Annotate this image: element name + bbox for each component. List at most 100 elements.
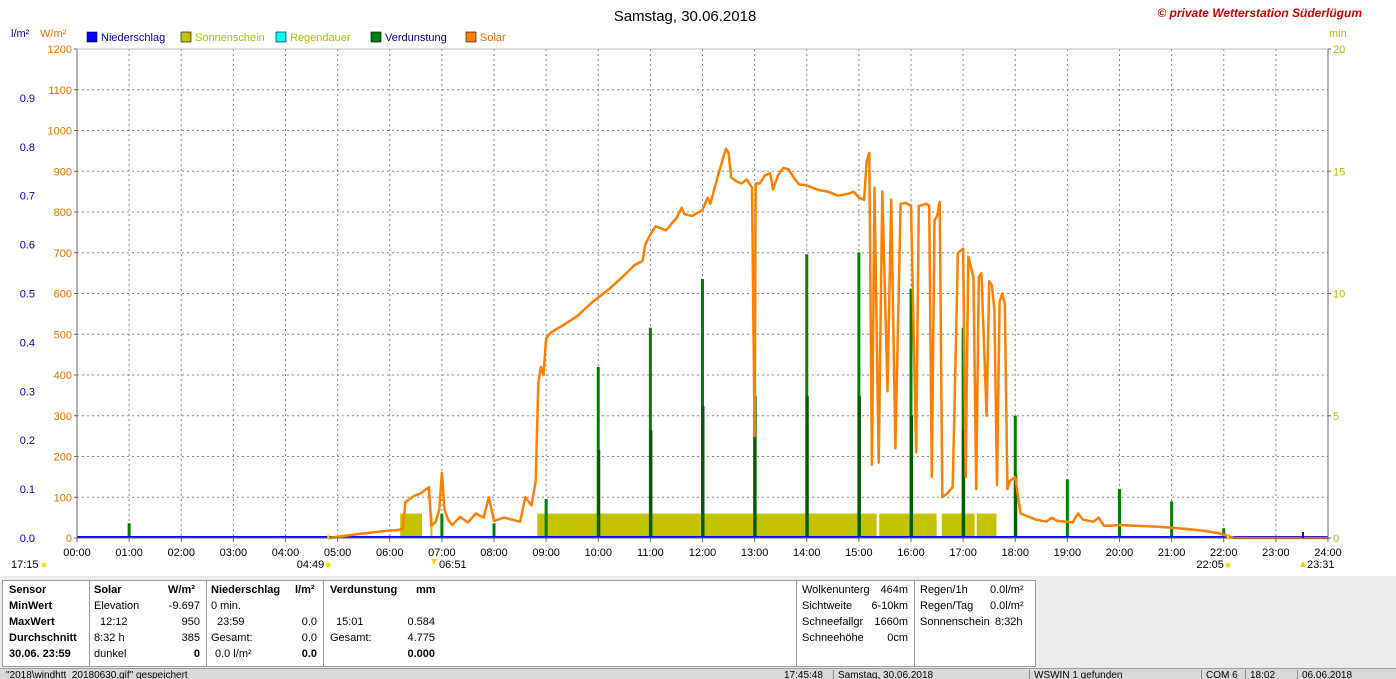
rain-day-value: 0.0l/m² [990, 600, 1024, 612]
status-clock: 18:02 [1245, 670, 1294, 679]
sunshine-bar [400, 513, 423, 538]
event-label: 04:49 [297, 559, 325, 571]
time-tick-label: 09:00 [532, 547, 560, 559]
evap-current-value: 0.000 [407, 648, 435, 660]
time-tick-label: 07:00 [428, 547, 456, 559]
stats-empty-box [441, 580, 796, 667]
precip-total-label: Gesamt: [211, 632, 253, 644]
cloud-base-value: 464m [880, 584, 908, 596]
evaporation-bar [544, 498, 548, 538]
moonrise-icon [1299, 561, 1306, 567]
time-tick-label: 14:00 [793, 547, 821, 559]
evap-total-value: 4.775 [407, 632, 435, 644]
stats-evap-box: Verdunstung mm 15:01 0.584 Gesamt: 4.775… [323, 580, 442, 667]
snowline-value: 1660m [874, 616, 908, 628]
time-tick-label: 05:00 [324, 547, 352, 559]
evaporation-bar-inner [857, 396, 861, 538]
legend-swatch [465, 31, 477, 43]
solar-header: Solar [94, 584, 122, 596]
time-tick-label: 01:00 [115, 547, 143, 559]
precip-tick-label: 0.0 [20, 533, 35, 545]
solar-current-label: dunkel [94, 648, 127, 660]
time-tick-label: 12:00 [689, 547, 717, 559]
sunshine-bars [400, 513, 997, 538]
evaporation-bar-inner [597, 449, 601, 538]
sunshine-bar [537, 513, 877, 538]
minutes-tick-label: 0 [1333, 533, 1339, 545]
stats-solar-box: Solar W/m² Elevation -9.697 12:12 950 8:… [89, 580, 207, 667]
solar-tick-label: 500 [54, 329, 72, 341]
status-station: WSWIN 1 gefunden [1029, 670, 1198, 679]
evaporation-bar [1170, 501, 1174, 538]
precip-tick-label: 0.9 [20, 93, 35, 105]
status-today: 06.06.2018 [1297, 670, 1392, 679]
solar-tick-label: 800 [54, 207, 72, 219]
time-tick-label: 02:00 [167, 547, 195, 559]
precip-header: Niederschlag [211, 584, 281, 596]
evap-max-value: 0.584 [407, 616, 435, 628]
visibility-label: Sichtweite [802, 600, 853, 612]
precip-unit-label: l/m² [11, 28, 30, 40]
precip-tick-label: 0.2 [20, 435, 35, 447]
sunshine-total-value: 8:32h [995, 616, 1023, 628]
solar-tick-label: 600 [54, 289, 72, 301]
solar-tick-label: 700 [54, 248, 72, 260]
stats-label-max: MaxWert [9, 616, 55, 628]
status-port: COM 6 [1201, 670, 1242, 679]
evaporation-bar-inner [910, 415, 913, 538]
precip-max-time: 23:59 [217, 616, 245, 628]
sunshine-bar [976, 513, 997, 538]
solar-tick-label: 100 [54, 492, 72, 504]
evap-max-time: 15:01 [336, 616, 364, 628]
time-tick-label: 16:00 [897, 547, 925, 559]
evaporation-bar-inner [753, 396, 757, 538]
precip-total-value: 0.0 [301, 632, 317, 644]
time-tick-label: 13:00 [741, 547, 769, 559]
evaporation-bar-inner [962, 430, 966, 538]
precip-tick-label: 0.4 [20, 337, 35, 349]
solar-min-value: -9.697 [168, 600, 200, 612]
sunshine-bar [941, 513, 975, 538]
solar-tick-label: 1000 [48, 126, 72, 138]
evaporation-bar [1222, 528, 1226, 538]
solar-avg-label: 8:32 h [94, 632, 125, 644]
status-time: 17:45:48 [784, 670, 823, 679]
tick-labels: 0100200300400500600700800900100011001200… [20, 44, 1346, 559]
solar-tick-label: 400 [54, 370, 72, 382]
time-tick-label: 21:00 [1158, 547, 1186, 559]
snow-depth-value: 0cm [887, 632, 908, 644]
minutes-tick-label: 10 [1333, 289, 1345, 301]
time-tick-label: 00:00 [63, 547, 91, 559]
evaporation-bar [857, 252, 861, 538]
legend-label: Verdunstung [385, 32, 447, 44]
precip-current-value: 0.0 [301, 648, 317, 660]
precip-tick-label: 0.6 [20, 240, 35, 252]
sun-marker-icon [41, 562, 47, 568]
solar-max-time: 12:12 [100, 616, 128, 628]
event-label: 23:31 [1307, 559, 1335, 571]
solar-tick-label: 0 [66, 533, 72, 545]
precip-current-label: 0.0 l/m² [215, 648, 252, 660]
snowline-label: Schneefallgr [802, 616, 864, 628]
time-tick-label: 23:00 [1262, 547, 1290, 559]
legend-swatch [180, 31, 192, 43]
stats-precip-box: Niederschlag l/m² 0 min. 23:59 0.0 Gesam… [206, 580, 324, 667]
time-tick-label: 20:00 [1106, 547, 1134, 559]
evaporation-bar-inner [701, 405, 705, 538]
legend-label: Regendauer [290, 32, 351, 44]
legend-label: Niederschlag [101, 32, 165, 44]
event-markers: 17:15 04:49 06:51 22:05 23:31 [11, 532, 1335, 571]
time-tick-label: 15:00 [845, 547, 873, 559]
copyright-text: © private Wetterstation Süderlügum [1157, 6, 1362, 20]
rain-day-label: Regen/Tag [920, 600, 974, 612]
status-file: "2018\windhtt_20180630.gif" gespeichert [6, 670, 188, 679]
evaporation-bar-inner [1014, 474, 1018, 538]
precip-tick-label: 0.1 [20, 484, 35, 496]
weather-chart: 0100200300400500600700800900100011001200… [11, 6, 1362, 571]
evaporation-bar [909, 288, 913, 538]
minutes-unit-label: min [1329, 28, 1347, 40]
minutes-tick-label: 15 [1333, 166, 1345, 178]
event-label: 22:05 [1196, 559, 1224, 571]
evap-unit: mm [416, 584, 436, 596]
stats-rain-box: Regen/1h 0.0l/m² Regen/Tag 0.0l/m² Sonne… [914, 580, 1036, 667]
